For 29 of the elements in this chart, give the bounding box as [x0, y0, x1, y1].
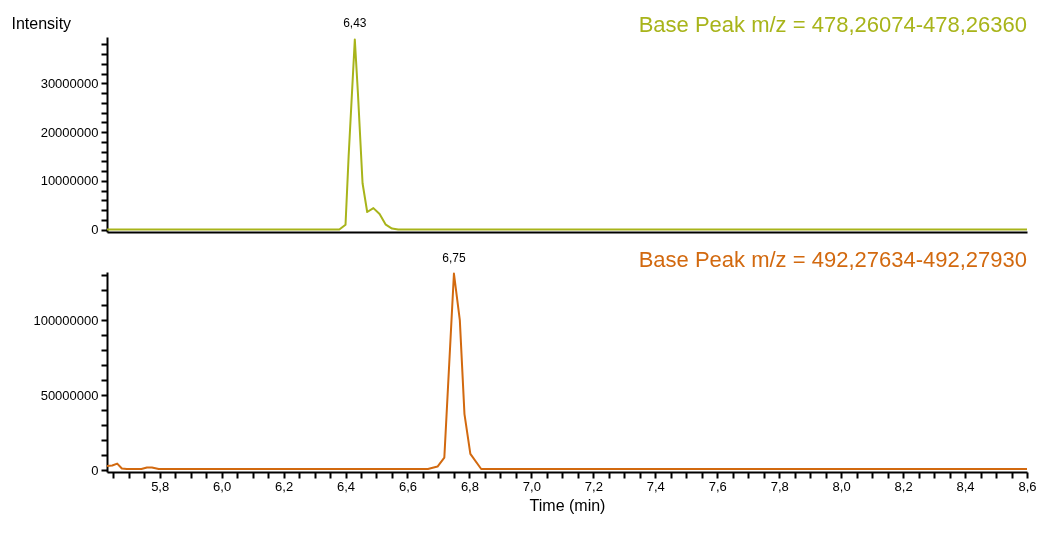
x-tick-label: 6,6: [398, 478, 418, 494]
x-tick-label: 7,2: [584, 478, 603, 494]
x-axis-title: Time (min): [529, 496, 606, 514]
annotation: 6,43: [343, 16, 367, 31]
x-tick-label: 6,8: [460, 478, 479, 494]
x-tick-label: 6,4: [336, 478, 356, 494]
line-series: [106, 272, 1028, 470]
x-tick-label: 6,2: [275, 478, 294, 494]
x-tick-label: 6,0: [213, 478, 232, 494]
y-tick-label: 50000000: [40, 387, 99, 403]
text: Base Peak m/z = 492,27634-492,27930: [638, 247, 1027, 272]
y-tick-label: 0: [91, 463, 99, 478]
y-axis-title: Intensity: [11, 14, 72, 32]
y-tick-label: 20000000: [40, 124, 99, 140]
x-tick-label: 8,4: [956, 478, 975, 494]
annotation: 6,75: [442, 250, 466, 265]
y-tick-label: 30000000: [40, 75, 99, 91]
x-tick-label: 7,8: [770, 478, 789, 494]
x-tick-label: 8,0: [832, 478, 851, 494]
y-tick-label: 10000000: [40, 173, 99, 189]
y-tick-label: 100000000: [33, 312, 99, 328]
x-tick-label: 7,6: [708, 478, 727, 494]
x-tick-label: 8,6: [1018, 478, 1037, 494]
x-tick-label: 7,0: [522, 478, 541, 494]
text: Base Peak m/z = 478,26074-478,26360: [638, 12, 1027, 37]
y-tick-label: 0: [91, 222, 99, 238]
x-tick-label: 8,2: [894, 478, 913, 494]
x-tick-label: 7,4: [646, 478, 665, 494]
x-tick-label: 5,8: [151, 478, 170, 494]
